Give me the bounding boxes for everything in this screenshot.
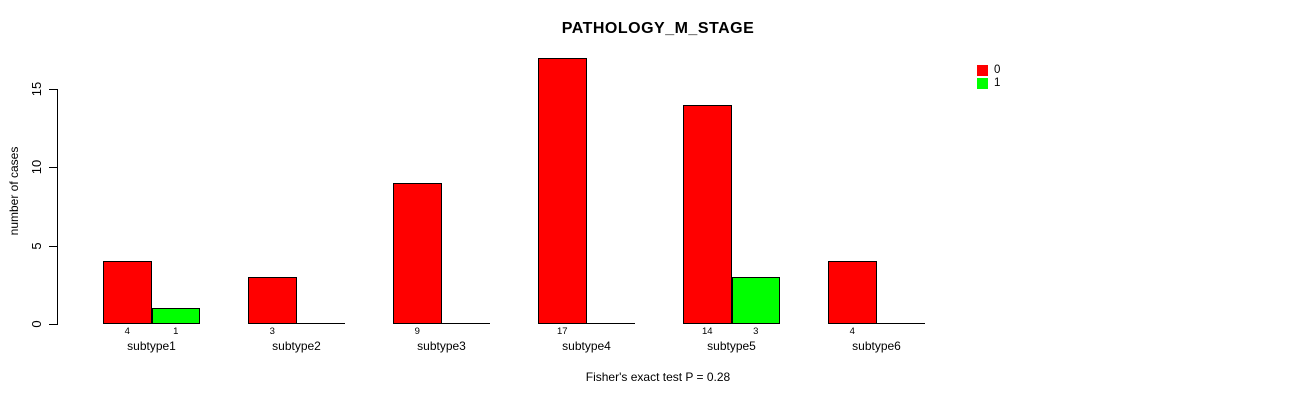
legend-swatch-1 [977, 77, 988, 89]
category-label: subtype3 [417, 339, 466, 353]
bar-value-label: 17 [556, 326, 568, 337]
bar-series-1-zero [296, 323, 345, 324]
legend-item: 0 [977, 64, 1001, 77]
bar-series-1-zero [876, 323, 925, 324]
bar-value-label: 4 [124, 326, 130, 337]
legend-item: 1 [977, 76, 1001, 90]
bar-series-1 [151, 308, 200, 324]
bar-value-label: 9 [414, 326, 420, 337]
bar-value-label: 4 [849, 326, 855, 337]
y-axis-tick-label: 10 [28, 160, 44, 175]
bar-series-1-zero [441, 323, 490, 324]
category-label: subtype6 [852, 339, 901, 353]
y-axis-line [57, 88, 58, 325]
legend-swatch-0 [977, 65, 988, 77]
y-axis-tick [49, 167, 57, 169]
category-label: subtype2 [272, 339, 321, 353]
bar-value-label: 14 [701, 326, 713, 337]
legend-label: 0 [994, 64, 1001, 76]
y-axis-tick [49, 245, 57, 247]
bar-series-1-zero [586, 323, 635, 324]
bar-value-label: 1 [173, 326, 179, 337]
bar-value-label: 3 [753, 326, 759, 337]
y-axis-label: number of cases [7, 146, 21, 236]
bar-series-1 [731, 276, 780, 324]
y-axis-tick-label: 15 [28, 81, 44, 97]
bar-series-0 [103, 261, 152, 324]
category-label: subtype4 [562, 339, 611, 353]
chart-title: PATHOLOGY_M_STAGE [561, 20, 755, 37]
legend-label: 1 [994, 76, 1001, 89]
bar-series-0 [248, 276, 297, 324]
bar-series-0 [393, 182, 442, 324]
bar-series-0 [538, 57, 587, 324]
y-axis-tick [49, 88, 57, 90]
y-axis-tick [49, 324, 57, 325]
y-axis-tick-label: 5 [28, 242, 44, 250]
bar-series-0 [828, 261, 877, 324]
y-axis-tick-label: 0 [28, 320, 44, 328]
bar-series-0 [683, 104, 732, 324]
category-label: subtype1 [127, 339, 176, 353]
footer-caption: Fisher's exact test P = 0.28 [585, 370, 731, 384]
bar-value-label: 3 [269, 326, 275, 337]
category-label: subtype5 [707, 339, 756, 353]
